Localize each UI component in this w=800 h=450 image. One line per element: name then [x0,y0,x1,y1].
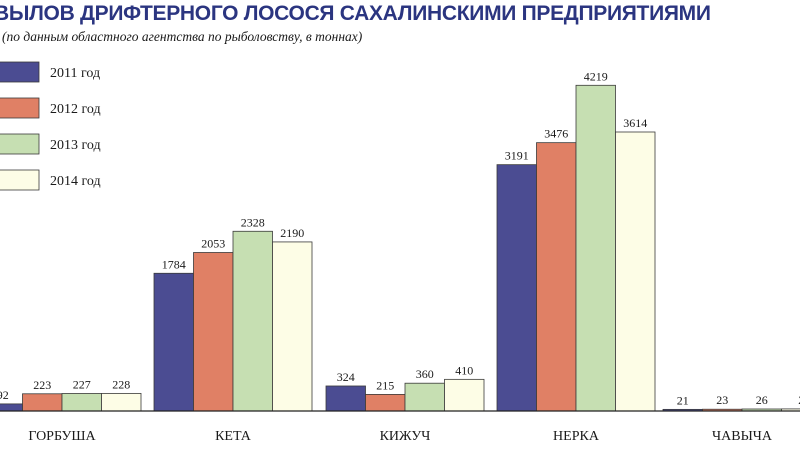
bar-кижуч-series-0 [325,385,366,412]
value-label: 3191 [505,149,529,163]
value-label: 410 [455,363,473,377]
legend-swatch [0,133,40,155]
category-label: ЧАВЫЧА [712,429,773,444]
value-label: 26 [756,393,768,407]
value-label: 228 [112,377,130,391]
bar-нерка-series-3 [615,131,656,412]
bar-горбуша-series-2 [61,393,102,412]
value-label: 23 [716,393,728,407]
chart-title: ВЫЛОВ ДРИФТЕРНОГО ЛОСОСЯ САХАЛИНСКИМИ ПР… [0,2,711,25]
bar-кижуч-series-2 [404,382,445,412]
bar-кижуч-series-1 [365,394,406,412]
legend-swatch [0,97,40,119]
value-label: 2 [798,393,800,407]
value-label: 1784 [162,257,186,271]
bar-горбуша-series-0 [0,403,23,412]
value-label: 215 [376,378,394,392]
bar-нерка-series-2 [575,84,616,412]
bar-нерка-series-1 [536,142,577,412]
value-label: 2190 [280,226,304,240]
legend-swatch [0,169,40,191]
bar-кета-series-3 [272,241,313,412]
value-label: 2053 [201,237,225,251]
value-label: 3476 [544,127,568,141]
bar-кижуч-series-3 [444,378,485,412]
legend-label: 2014 год [50,174,101,189]
bar-кета-series-1 [193,252,234,412]
value-label: 3614 [623,116,647,130]
bar-кета-series-0 [153,272,194,412]
category-label: КЕТА [215,429,252,444]
legend-swatch [0,61,40,83]
category-label: НЕРКА [553,429,600,444]
bar-горбуша-series-1 [22,393,63,412]
category-label: ГОРБУША [28,429,96,444]
bar-чавыча-series-3 [781,408,800,412]
bar-горбуша-series-3 [101,392,142,412]
value-label: 227 [73,377,91,391]
value-label: 4219 [584,69,608,83]
value-label: 360 [416,367,434,381]
chart-subtitle: (по данным областного агентства по рыбол… [2,29,363,44]
bar-нерка-series-0 [496,164,537,412]
category-label: КИЖУЧ [380,429,431,444]
value-label: 223 [33,378,51,392]
legend-label: 2013 год [50,138,101,153]
legend-label: 2011 год [50,66,100,81]
value-label: 324 [337,370,355,384]
value-label: 92 [0,388,9,402]
value-label: 2328 [241,215,265,229]
value-label: 21 [677,393,689,407]
bar-кета-series-2 [232,230,273,412]
legend-label: 2012 год [50,102,101,117]
